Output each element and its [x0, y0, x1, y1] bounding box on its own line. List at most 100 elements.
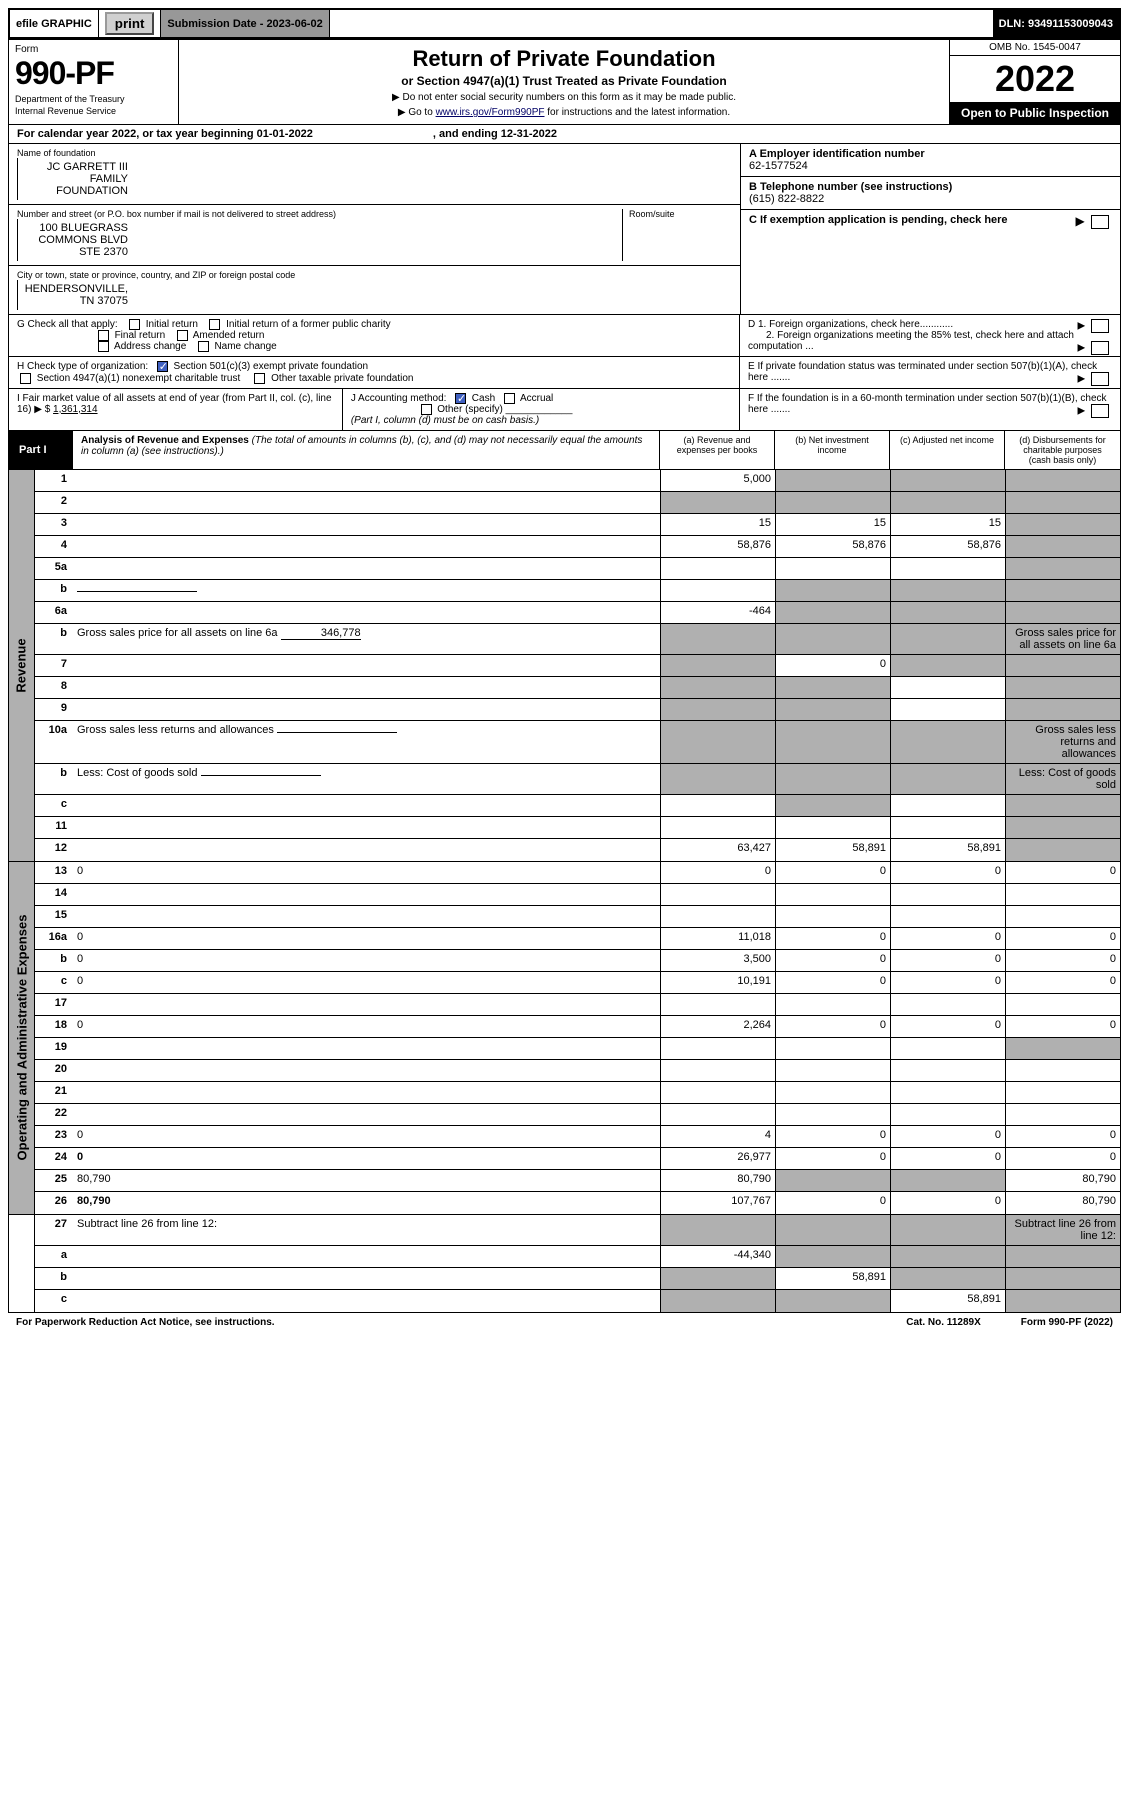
page-footer: For Paperwork Reduction Act Notice, see …	[8, 1313, 1121, 1332]
line-b: b03,500000	[35, 950, 1120, 972]
col-d-header: (d) Disbursements for charitable purpose…	[1005, 431, 1120, 469]
value-cell	[775, 699, 890, 720]
f-checkbox[interactable]	[1091, 404, 1109, 418]
value-cell	[1005, 1104, 1120, 1125]
line-desc	[73, 602, 660, 623]
section-group: Revenue15,00023151515458,87658,87658,876…	[9, 470, 1120, 862]
value-cell	[775, 1082, 890, 1103]
line-desc: 0	[73, 928, 660, 949]
value-cell: 58,876	[660, 536, 775, 557]
value-cell	[1005, 536, 1120, 557]
h-row: H Check type of organization: Section 50…	[9, 357, 739, 387]
value-cell	[1005, 994, 1120, 1015]
form-subtitle: or Section 4947(a)(1) Trust Treated as P…	[185, 74, 943, 88]
value-cell	[1005, 558, 1120, 579]
footer-left: For Paperwork Reduction Act Notice, see …	[16, 1317, 275, 1328]
value-cell	[890, 1170, 1005, 1191]
value-cell: 0	[1005, 1148, 1120, 1169]
g-address-change[interactable]	[98, 341, 109, 352]
c-checkbox[interactable]	[1091, 215, 1109, 229]
value-cell	[890, 470, 1005, 491]
tel-value: (615) 822-8822	[749, 193, 1112, 205]
g-initial-former[interactable]	[209, 319, 220, 330]
calendar-year-row: For calendar year 2022, or tax year begi…	[8, 125, 1121, 144]
line-c: c010,191000	[35, 972, 1120, 994]
value-cell: 0	[1005, 1016, 1120, 1037]
irs-link[interactable]: www.irs.gov/Form990PF	[436, 107, 545, 118]
value-cell	[775, 1038, 890, 1059]
h-4947[interactable]	[20, 373, 31, 384]
fmv-value: 1,361,314	[53, 404, 98, 415]
line-desc	[73, 1290, 660, 1312]
line-number: 27	[35, 1215, 73, 1245]
value-cell: 0	[775, 928, 890, 949]
g-initial-return[interactable]	[129, 319, 140, 330]
line-number: 8	[35, 677, 73, 698]
line-number: 15	[35, 906, 73, 927]
line-c: c	[35, 795, 1120, 817]
room-label: Room/suite	[629, 209, 732, 219]
value-cell	[775, 1246, 890, 1267]
line-number: 10a	[35, 721, 73, 763]
j-cash[interactable]	[455, 393, 466, 404]
value-cell: 58,891	[775, 839, 890, 861]
line-number: c	[35, 1290, 73, 1312]
line-26: 2680,790107,7670080,790	[35, 1192, 1120, 1214]
line-desc: Less: Cost of goods sold	[73, 764, 660, 794]
value-cell	[775, 884, 890, 905]
value-cell: 0	[775, 972, 890, 993]
line-1: 15,000	[35, 470, 1120, 492]
d2-checkbox[interactable]	[1091, 341, 1109, 355]
print-button-wrap: print	[99, 10, 162, 37]
line-desc: Gross sales less returns and allowances	[73, 721, 660, 763]
value-cell	[1005, 1082, 1120, 1103]
value-cell	[660, 558, 775, 579]
d1-checkbox[interactable]	[1091, 319, 1109, 333]
line-6a: 6a-464	[35, 602, 1120, 624]
line-15: 15	[35, 906, 1120, 928]
line-number: 18	[35, 1016, 73, 1037]
line-desc	[73, 1060, 660, 1081]
value-cell: 0	[660, 862, 775, 883]
value-cell	[890, 994, 1005, 1015]
j-accrual[interactable]	[504, 393, 515, 404]
line-desc: 80,790	[73, 1170, 660, 1191]
submission-date: Submission Date - 2023-06-02	[161, 10, 329, 37]
g-row: G Check all that apply: Initial return I…	[9, 315, 739, 357]
line-b: bGross sales price for all assets on lin…	[35, 624, 1120, 655]
j-other[interactable]	[421, 404, 432, 415]
value-cell	[1005, 884, 1120, 905]
h-other-taxable[interactable]	[254, 373, 265, 384]
g-amended[interactable]	[177, 330, 188, 341]
line-desc: Subtract line 26 from line 12:	[73, 1215, 660, 1245]
value-cell	[775, 470, 890, 491]
value-cell: 107,767	[660, 1192, 775, 1214]
line-4: 458,87658,87658,876	[35, 536, 1120, 558]
g-final-return[interactable]	[98, 330, 109, 341]
line-14: 14	[35, 884, 1120, 906]
print-button[interactable]: print	[105, 12, 155, 35]
value-cell: 0	[890, 972, 1005, 993]
value-cell	[775, 1170, 890, 1191]
form-number-block: Form 990-PF Department of the Treasury I…	[9, 40, 179, 124]
line-desc	[73, 470, 660, 491]
value-cell: 0	[1005, 862, 1120, 883]
value-cell: Less: Cost of goods sold	[1005, 764, 1120, 794]
value-cell	[1005, 1290, 1120, 1312]
col-a-header: (a) Revenue and expenses per books	[660, 431, 775, 469]
value-cell	[890, 884, 1005, 905]
line-19: 19	[35, 1038, 1120, 1060]
line-22: 22	[35, 1104, 1120, 1126]
value-cell: 58,876	[775, 536, 890, 557]
value-cell: 0	[775, 1148, 890, 1169]
g-name-change[interactable]	[198, 341, 209, 352]
e-checkbox[interactable]	[1091, 372, 1109, 386]
h-501c3[interactable]	[157, 361, 168, 372]
line-desc	[73, 558, 660, 579]
value-cell	[660, 1268, 775, 1289]
line-desc	[73, 1038, 660, 1059]
value-cell	[660, 884, 775, 905]
line-7: 70	[35, 655, 1120, 677]
value-cell: 0	[1005, 972, 1120, 993]
part1-header: Part I Analysis of Revenue and Expenses …	[8, 431, 1121, 470]
